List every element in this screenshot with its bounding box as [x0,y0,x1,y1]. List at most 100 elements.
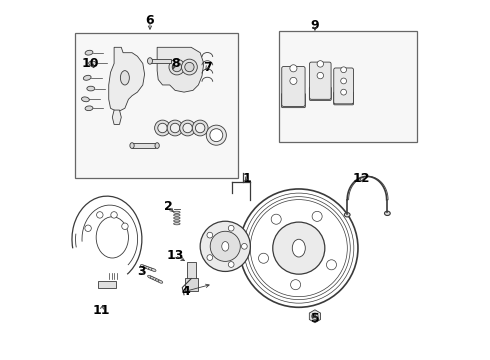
Ellipse shape [83,75,91,80]
Circle shape [207,232,213,238]
Circle shape [192,120,208,136]
FancyBboxPatch shape [281,93,305,108]
Circle shape [196,123,205,133]
Ellipse shape [292,239,305,257]
Ellipse shape [147,58,152,64]
Polygon shape [309,310,320,323]
Circle shape [200,221,250,271]
Circle shape [326,260,337,270]
Bar [132,143,155,148]
Circle shape [111,212,117,218]
Text: 7: 7 [203,60,212,73]
Ellipse shape [87,86,95,91]
Polygon shape [109,47,145,112]
Circle shape [181,59,197,75]
Ellipse shape [96,217,128,258]
Text: 11: 11 [93,305,110,318]
Ellipse shape [143,266,148,269]
Circle shape [158,123,167,133]
Bar [185,278,197,291]
Bar [279,31,417,142]
Ellipse shape [173,223,180,225]
Ellipse shape [148,267,153,270]
Text: 5: 5 [311,311,319,325]
Circle shape [273,222,325,274]
Circle shape [85,225,91,231]
Ellipse shape [150,276,155,280]
Ellipse shape [222,242,229,251]
Ellipse shape [130,143,134,148]
Ellipse shape [151,269,156,271]
Circle shape [169,59,185,75]
Circle shape [259,253,269,263]
Text: 10: 10 [82,57,99,70]
Ellipse shape [173,211,180,213]
Ellipse shape [158,280,163,283]
Text: 8: 8 [171,57,179,70]
Ellipse shape [81,97,89,102]
Ellipse shape [153,278,157,281]
Ellipse shape [146,266,150,270]
Circle shape [210,231,240,261]
Ellipse shape [155,279,160,282]
Circle shape [317,72,323,79]
Text: 13: 13 [167,249,184,262]
FancyBboxPatch shape [309,87,331,100]
Ellipse shape [173,217,180,219]
Text: 12: 12 [353,172,370,185]
Ellipse shape [85,50,93,55]
FancyBboxPatch shape [334,68,353,104]
Circle shape [122,223,128,229]
Circle shape [341,89,346,95]
Bar [187,262,196,279]
Bar [74,33,238,178]
Ellipse shape [173,214,180,216]
Circle shape [341,78,346,84]
Circle shape [317,61,323,67]
Circle shape [185,62,194,72]
Polygon shape [112,110,122,125]
Circle shape [228,225,234,231]
Circle shape [207,255,213,260]
Circle shape [290,77,297,85]
Ellipse shape [344,213,350,217]
Circle shape [242,243,247,249]
Text: 6: 6 [146,14,154,27]
Text: 3: 3 [137,265,146,278]
Circle shape [210,129,223,141]
Circle shape [172,62,181,72]
Circle shape [271,214,281,224]
Text: 4: 4 [181,285,190,298]
Ellipse shape [141,265,145,267]
Circle shape [171,123,180,133]
Text: 9: 9 [311,19,319,32]
Circle shape [312,313,318,319]
Ellipse shape [89,61,97,66]
Bar [150,59,172,63]
Circle shape [97,212,103,218]
Ellipse shape [121,71,129,85]
Circle shape [290,65,297,72]
Circle shape [155,120,171,136]
FancyBboxPatch shape [282,67,305,107]
Circle shape [341,67,346,73]
Bar [98,281,116,288]
Text: 1: 1 [243,172,251,185]
Polygon shape [157,47,204,92]
Circle shape [167,120,183,136]
FancyBboxPatch shape [334,92,354,105]
Ellipse shape [147,275,152,278]
Circle shape [228,262,234,267]
Circle shape [183,123,193,133]
FancyBboxPatch shape [310,62,331,99]
Ellipse shape [155,143,159,148]
Ellipse shape [385,211,390,216]
Circle shape [291,280,300,290]
Circle shape [206,125,226,145]
Ellipse shape [85,106,93,111]
Circle shape [312,211,322,221]
Text: 2: 2 [164,201,172,213]
Ellipse shape [173,220,180,222]
Circle shape [180,120,196,136]
Circle shape [240,189,358,307]
